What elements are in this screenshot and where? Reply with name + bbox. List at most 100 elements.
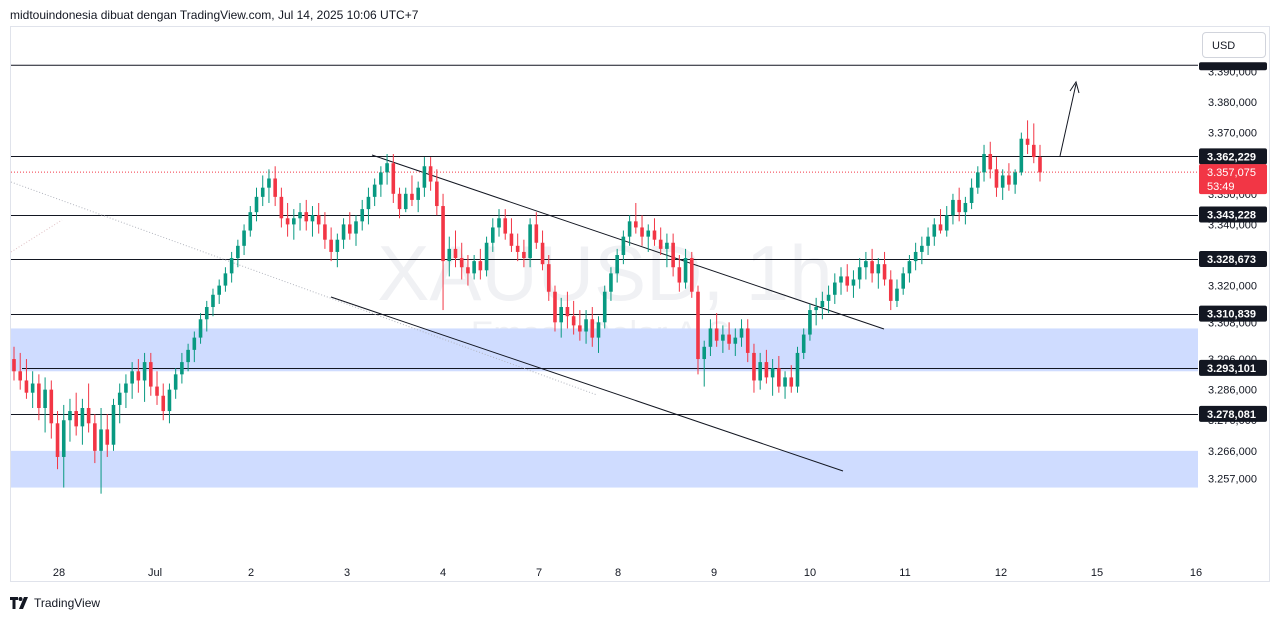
level-label-6: 3.278,081 (1199, 405, 1267, 422)
candle (93, 414, 97, 464)
candle (435, 169, 439, 216)
candle-body (130, 371, 134, 384)
candle-body (553, 291, 557, 323)
candle (1038, 144, 1042, 182)
candle (478, 248, 483, 280)
candle (976, 166, 980, 194)
candle-body (422, 166, 427, 188)
level-label-text: 3.328,673 (1207, 254, 1256, 266)
candle (515, 233, 520, 262)
candle-body (341, 224, 346, 240)
candle (646, 224, 651, 252)
candle (49, 380, 54, 439)
level-label-bg (1199, 148, 1267, 165)
candle (932, 218, 937, 246)
candle-body (627, 221, 632, 237)
candle (459, 242, 464, 280)
candle-body (994, 169, 999, 188)
chart-frame[interactable] (10, 26, 1270, 582)
candle-body (55, 423, 60, 457)
candle (789, 365, 794, 393)
candle (820, 291, 825, 320)
candle (951, 193, 955, 225)
candle (801, 328, 806, 360)
candle-body (739, 328, 744, 338)
price-axis: 3.257,0003.266,0003.276,0003.286,0003.29… (1208, 66, 1257, 485)
candle-body (173, 374, 178, 390)
candle (839, 267, 843, 295)
candle (372, 178, 377, 207)
candle (913, 242, 918, 271)
time-axis: 28 Jul 2 3 4 7 8 9 10 11 12 15 16 (53, 567, 1202, 579)
x-tick-label: 12 (995, 567, 1007, 579)
candle (354, 215, 358, 246)
candle (602, 285, 607, 329)
candle (285, 202, 290, 237)
candle (323, 212, 327, 249)
candle (447, 236, 452, 277)
candle-body (1038, 157, 1042, 173)
candle (590, 307, 595, 347)
dotted-fragment (10, 219, 63, 253)
candle (658, 227, 663, 255)
candle (12, 346, 16, 381)
candle-body (808, 310, 812, 335)
footer-brand[interactable]: TradingView (10, 596, 100, 610)
x-tick-label: 15 (1091, 567, 1103, 579)
candle (260, 175, 265, 207)
candle (721, 325, 725, 353)
candle (714, 313, 719, 347)
candle-body (167, 389, 172, 412)
candle-body (1019, 138, 1024, 173)
currency-button[interactable]: USD (1202, 32, 1266, 58)
candle (727, 322, 731, 350)
y-tick-label: 3.370,000 (1208, 128, 1257, 140)
candle (236, 239, 240, 268)
candle (652, 218, 657, 246)
candle-body (229, 258, 234, 274)
candle-body (602, 291, 607, 323)
candle-body (142, 362, 147, 381)
candle (559, 297, 563, 338)
candle-body (385, 163, 389, 173)
candle-body (932, 224, 937, 237)
candle-body (783, 377, 787, 387)
candle-body (136, 371, 141, 381)
candle (609, 267, 613, 301)
footer-brand-text: TradingView (34, 596, 101, 610)
candle (111, 398, 116, 451)
candle-body (416, 187, 420, 200)
candle (696, 285, 700, 375)
candle-body (472, 261, 476, 274)
candle (833, 273, 837, 304)
y-tick-label: 3.257,000 (1208, 473, 1257, 485)
candle (223, 267, 228, 292)
candle-body (584, 319, 588, 332)
candle (920, 236, 924, 265)
candle-body (708, 328, 713, 347)
candle-body (360, 209, 365, 222)
candle-body (285, 218, 290, 225)
candle-body (298, 212, 302, 219)
candle (341, 218, 346, 249)
candle (267, 169, 271, 203)
candle-body (944, 215, 949, 231)
candle-body (86, 408, 91, 424)
candle-body (497, 218, 501, 228)
candle (217, 279, 221, 304)
candle (640, 215, 644, 246)
candle (702, 340, 707, 387)
candle (422, 157, 427, 197)
candle (963, 196, 968, 225)
candle-body (609, 273, 613, 292)
candle (248, 206, 253, 237)
candle (142, 352, 147, 402)
candle-body (248, 212, 253, 231)
level-label-4: 3.310,839 (1199, 305, 1267, 322)
candle (509, 218, 514, 252)
candle (752, 343, 756, 393)
candle-body (696, 291, 700, 360)
y-tick-label: 3.320,000 (1208, 281, 1257, 293)
candle-body (1007, 175, 1011, 185)
